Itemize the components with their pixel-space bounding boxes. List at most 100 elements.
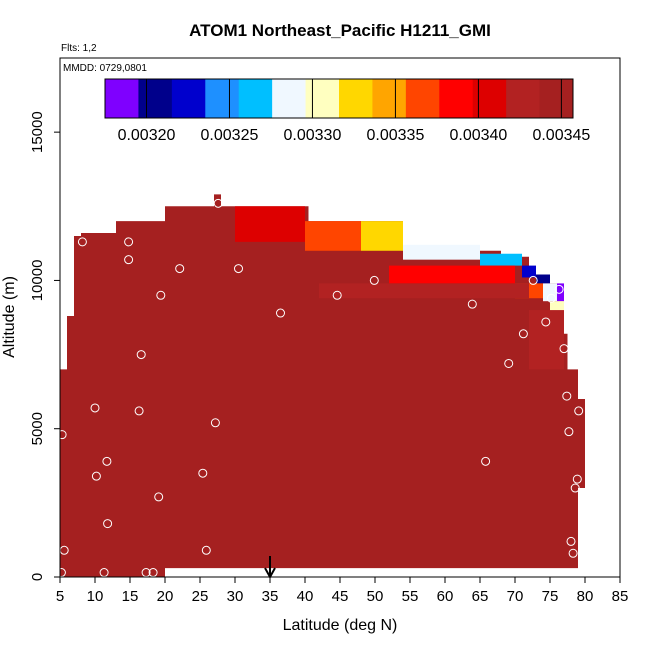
observation-point — [276, 308, 285, 318]
x-tick-label: 35 — [262, 588, 279, 605]
colorbar-tick-label: 0.00335 — [367, 127, 425, 144]
field-band — [361, 221, 403, 251]
observation-point — [175, 264, 185, 274]
observation-point — [77, 237, 87, 247]
field-band — [536, 274, 550, 284]
observation-point — [541, 317, 551, 327]
x-tick-label: 80 — [577, 588, 594, 605]
observation-point — [60, 430, 67, 440]
observation-point — [103, 519, 113, 529]
colorbar-segment — [472, 79, 507, 118]
observation-point — [124, 255, 134, 265]
y-tick-label: 15000 — [29, 111, 46, 153]
observation-point — [570, 483, 580, 493]
observation-point — [124, 237, 134, 247]
field-band — [389, 265, 515, 284]
flight-marker-arrow — [264, 556, 276, 580]
x-tick-label: 25 — [192, 588, 209, 605]
x-tick-label: 10 — [87, 588, 104, 605]
colorbar-segment — [238, 79, 273, 118]
colorbar-tick-label: 0.00325 — [201, 127, 259, 144]
field-band — [305, 221, 361, 251]
observation-point — [234, 264, 243, 274]
chart-title: ATOM1 Northeast_Pacific H1211_GMI — [189, 21, 491, 40]
observation-point — [504, 358, 514, 368]
concentration-field — [60, 194, 585, 577]
colorbar-segment — [372, 79, 407, 118]
colorbar-segment — [439, 79, 474, 118]
colorbar-segment — [405, 79, 440, 118]
observation-point — [90, 403, 100, 413]
x-tick-label: 65 — [472, 588, 489, 605]
observation-point — [91, 471, 101, 481]
observation-point — [546, 293, 556, 303]
observation-point — [493, 234, 502, 244]
x-tick-label: 60 — [437, 588, 454, 605]
y-tick-label: 10000 — [29, 260, 46, 302]
observation-point — [156, 290, 166, 300]
observation-point — [213, 198, 223, 208]
observation-point — [134, 406, 144, 416]
observation-point — [467, 299, 477, 309]
observation-point — [210, 418, 220, 428]
observation-point — [198, 468, 208, 478]
colorbar-tick-label: 0.00345 — [532, 127, 590, 144]
flights-label: Flts: 1,2 — [61, 43, 97, 54]
colorbar-segment — [138, 79, 173, 118]
x-tick-label: 40 — [297, 588, 314, 605]
observation-point — [559, 344, 569, 354]
colorbar-frame — [104, 78, 574, 119]
x-tick-label: 20 — [157, 588, 174, 605]
observation-point — [562, 391, 572, 401]
field-band — [480, 253, 522, 266]
colorbar: 0.00320 0.00325 0.00330 0.00335 0.00340 0.003… — [104, 78, 590, 144]
observation-point — [574, 406, 584, 416]
colorbar-segment — [171, 79, 206, 118]
observation-point — [568, 548, 578, 558]
field-band — [522, 265, 536, 278]
colorbar-tick-label: 0.00320 — [118, 127, 176, 144]
field-band — [319, 283, 529, 299]
observation-point — [528, 275, 538, 285]
observation-point — [481, 456, 491, 466]
colorbar-segment — [539, 79, 574, 118]
field-band — [403, 244, 480, 260]
x-tick-label: 15 — [122, 588, 139, 605]
observation-point — [102, 456, 112, 466]
observation-point — [518, 329, 528, 339]
field-band — [543, 283, 557, 302]
observation-point — [564, 427, 574, 437]
colorbar-segment — [205, 79, 240, 118]
observation-point — [201, 545, 211, 555]
observation-point — [332, 290, 342, 300]
colorbar-segment — [339, 79, 373, 118]
x-tick-label: 55 — [402, 588, 419, 605]
observation-point — [566, 536, 576, 546]
observation-point — [154, 492, 164, 502]
x-axis-label: Latitude (deg N) — [283, 617, 398, 634]
x-tick-label: 75 — [542, 588, 559, 605]
colorbar-segment — [105, 79, 139, 118]
x-tick-label: 50 — [367, 588, 384, 605]
y-tick-label: 0 — [29, 573, 46, 581]
observation-point — [554, 284, 564, 294]
observation-point — [136, 350, 146, 360]
observation-point — [572, 474, 582, 484]
field-band — [529, 310, 564, 370]
colorbar-segment — [506, 79, 541, 118]
x-tick-label: 45 — [332, 588, 349, 605]
y-axis-label: Altitude (m) — [1, 276, 18, 358]
dates-label: MMDD: 0729,0801 — [63, 63, 147, 74]
field-baseline — [60, 194, 585, 577]
y-axis: 0 5000 10000 15000 — [29, 111, 60, 581]
x-tick-label: 70 — [507, 588, 524, 605]
colorbar-segment — [272, 79, 307, 118]
colorbar-tick-label: 0.00340 — [449, 127, 507, 144]
x-tick-label: 85 — [612, 588, 629, 605]
field-band — [235, 206, 305, 242]
x-tick-label: 5 — [56, 588, 64, 605]
marker-arrow-head — [264, 567, 276, 580]
x-tick-label: 30 — [227, 588, 244, 605]
field-band — [557, 283, 564, 302]
